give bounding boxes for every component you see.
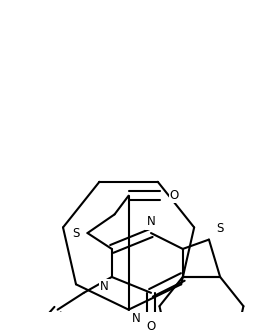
Text: O: O	[146, 320, 156, 333]
Text: N: N	[100, 280, 109, 293]
Text: S: S	[216, 222, 224, 235]
Text: N: N	[132, 312, 140, 325]
Text: S: S	[73, 226, 80, 239]
Text: N: N	[147, 215, 155, 228]
Text: O: O	[170, 189, 179, 202]
